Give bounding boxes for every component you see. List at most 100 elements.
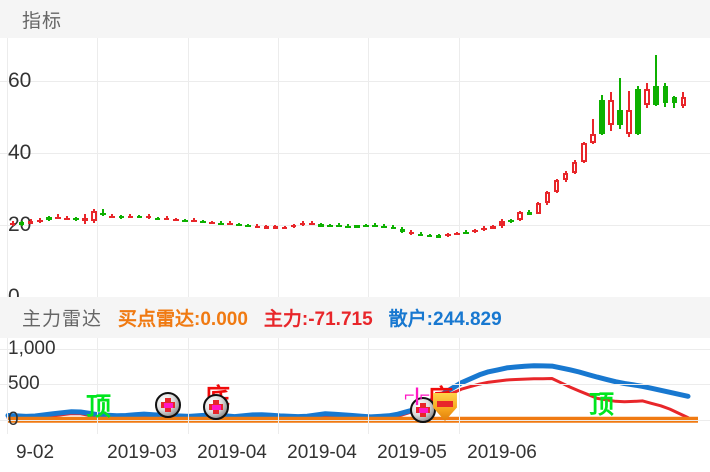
candlestick[interactable] [191,38,197,297]
indicator-chart-panel[interactable]: 1,000 500 0 [0,338,710,434]
candlestick[interactable] [73,38,79,297]
candlestick[interactable] [426,38,433,297]
candlestick[interactable] [145,38,152,297]
candlestick[interactable] [508,38,514,297]
candlestick[interactable] [399,38,406,297]
candlestick[interactable] [345,38,351,297]
candlestick[interactable] [562,38,569,297]
candle-wick [655,55,658,107]
gridline-vertical-1 [97,38,98,297]
candlestick[interactable] [127,38,134,297]
candlestick[interactable] [45,38,52,297]
candle-body [399,228,406,233]
candlestick[interactable] [118,38,125,297]
candlestick[interactable] [136,38,143,297]
buy-signal-marker-icon[interactable] [203,394,229,420]
candlestick[interactable] [299,38,306,297]
candle-body [363,224,369,227]
candlestick[interactable] [499,38,505,297]
candlestick[interactable] [109,38,116,297]
candlestick[interactable] [327,38,333,297]
candlestick[interactable] [626,38,632,297]
candlestick[interactable] [481,38,487,297]
shield-signal-marker-icon[interactable] [433,393,457,421]
candlestick[interactable] [553,38,560,297]
candlestick[interactable] [82,38,88,297]
candlestick[interactable] [209,38,215,297]
candlestick[interactable] [599,38,605,297]
candlestick[interactable] [227,38,233,297]
candlestick[interactable] [372,38,378,297]
candlestick[interactable] [100,38,106,297]
candlestick[interactable] [218,38,224,297]
candlestick[interactable] [163,38,170,297]
candlestick[interactable] [617,38,623,297]
buy-signal-marker-icon[interactable] [155,392,181,418]
candlestick[interactable] [589,38,596,297]
candlestick[interactable] [18,38,25,297]
candle-body [444,234,451,237]
candlestick[interactable] [490,38,496,297]
annotation-top-label: 顶 [589,390,615,419]
candlestick[interactable] [36,38,43,297]
candle-body [82,217,88,222]
candlestick[interactable] [381,38,388,297]
candlestick[interactable] [390,38,397,297]
candlestick[interactable] [9,38,16,297]
candlestick[interactable] [526,38,533,297]
candlestick[interactable] [535,38,542,297]
candlestick[interactable] [544,38,551,297]
candlestick[interactable] [435,38,442,297]
candlestick[interactable] [263,38,270,297]
candlestick[interactable] [336,38,342,297]
candlestick[interactable] [354,38,360,297]
candlestick[interactable] [417,38,424,297]
candlestick[interactable] [662,38,669,297]
candlestick[interactable] [64,38,70,297]
gridline-vertical-4 [368,38,369,297]
main-chart-header: 指标 [0,0,710,38]
candlestick[interactable] [200,38,206,297]
candlestick[interactable] [245,38,252,297]
candlestick[interactable] [571,38,578,297]
candle-body [236,223,242,227]
candlestick[interactable] [172,38,179,297]
candlestick[interactable] [517,38,524,297]
candlestick[interactable] [580,38,587,297]
candlestick[interactable] [644,38,650,297]
candlestick[interactable] [55,38,61,297]
candlestick[interactable] [281,38,288,297]
gridline-vertical-0 [7,338,8,434]
price-chart-panel[interactable]: 6040200 [0,38,710,297]
candlestick[interactable] [272,38,279,297]
candle-body [317,224,324,227]
candlestick[interactable] [680,38,687,297]
candlestick[interactable] [635,38,641,297]
buy-signal-marker-icon[interactable] [410,397,436,423]
candlestick[interactable] [444,38,451,297]
candlestick[interactable] [408,38,415,297]
candle-body [73,217,79,221]
x-axis-tick-4: 2019-05 [377,442,447,463]
candlestick[interactable] [463,38,469,297]
candlestick[interactable] [91,38,97,297]
candlestick[interactable] [317,38,324,297]
candlestick[interactable] [608,38,614,297]
indicator-header[interactable]: 主力雷达 买点雷达:0.000 主力:-71.715 散户:244.829 [0,297,710,338]
gridline-vertical-2 [188,338,189,434]
candlestick[interactable] [181,38,188,297]
candlestick[interactable] [671,38,678,297]
gridline-horizontal-0 [0,81,710,82]
candlestick[interactable] [254,38,261,297]
candlestick[interactable] [453,38,460,297]
candlestick[interactable] [27,38,34,297]
y-axis-tick-0: 0 [8,285,20,297]
candlestick[interactable] [154,38,161,297]
candlestick[interactable] [472,38,478,297]
candlestick[interactable] [653,38,660,297]
candlestick[interactable] [236,38,242,297]
candle-body [336,225,342,228]
candlestick[interactable] [290,38,297,297]
candlestick[interactable] [363,38,369,297]
candlestick[interactable] [308,38,315,297]
